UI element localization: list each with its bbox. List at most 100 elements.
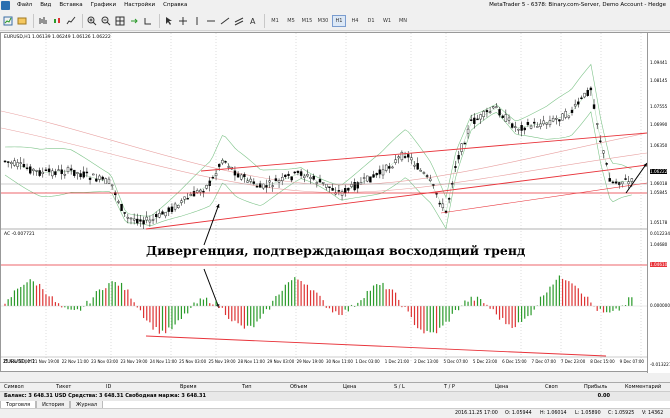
candle-body [6, 161, 10, 163]
chart-shift-icon[interactable] [142, 15, 154, 27]
timeframe-mn[interactable]: MN [398, 17, 408, 24]
menu-insert[interactable]: Вставка [59, 2, 83, 8]
candle-body [161, 211, 164, 215]
indicator-bar [127, 289, 129, 306]
candle-body [265, 185, 268, 188]
indicator-bar [388, 289, 390, 306]
menu-view[interactable]: Вид [40, 2, 52, 8]
candle-body [44, 169, 48, 171]
menu-file[interactable]: Файл [17, 2, 33, 8]
time-label: 21 Nov 19:00 [32, 359, 59, 364]
column-header[interactable]: Прибыль [584, 383, 608, 390]
chart-window[interactable]: 21 Nov 03:00 21 Nov 19:00 22 Nov 11:00 23 N… [0, 32, 670, 373]
candle-body [57, 169, 60, 171]
price-label: 1.06350 [650, 143, 668, 148]
timeframe-h4[interactable]: H4 [351, 17, 359, 24]
balance-row[interactable]: Баланс: 3 648.31 USD Средства: 3 648.31 … [0, 392, 670, 401]
column-header[interactable]: Цена [495, 383, 509, 390]
vertical-line-icon[interactable] [191, 15, 203, 27]
timeframe-w1[interactable]: W1 [382, 17, 392, 24]
indicator-axis-label: -0.013227 [650, 362, 670, 367]
candle-body [567, 115, 571, 118]
indicator-bar [571, 283, 573, 306]
indicator-bar [54, 302, 56, 306]
channel-icon[interactable] [233, 15, 245, 27]
indicator-bar [369, 290, 371, 306]
candle-body [388, 166, 391, 169]
line-chart-icon[interactable] [65, 15, 77, 27]
cursor-icon[interactable] [163, 15, 175, 27]
indicator-bar [284, 284, 286, 306]
candle-chart-icon[interactable] [51, 15, 63, 27]
column-header[interactable]: Тип [242, 383, 252, 390]
indicator-bar [618, 306, 620, 311]
indicator-bar [439, 306, 441, 328]
timeframe-d1[interactable]: D1 [367, 17, 375, 24]
indicator-bar [609, 306, 611, 313]
candle-body [583, 92, 586, 98]
column-header[interactable]: S / L [394, 383, 405, 390]
horizontal-line-icon[interactable] [205, 15, 217, 27]
indicator-bar [458, 306, 460, 311]
candle-body [447, 198, 451, 200]
indicator-bar [306, 284, 308, 306]
bar-chart-icon[interactable] [37, 15, 49, 27]
column-header[interactable]: Своп [545, 383, 558, 390]
column-header[interactable]: Комментарий [625, 383, 662, 390]
timeframe-m1[interactable]: M1 [271, 17, 279, 24]
timeframe-h1[interactable]: H1 [332, 14, 346, 27]
candle-body [353, 182, 356, 191]
crosshair-icon[interactable] [177, 15, 189, 27]
timeframe-m30[interactable]: M30 [317, 17, 329, 24]
timeframe-m5[interactable]: M5 [287, 17, 295, 24]
column-header[interactable]: T / P [444, 383, 455, 390]
chart-tab[interactable]: EURUSD, H1 [4, 359, 36, 365]
autoscroll-icon[interactable] [128, 15, 140, 27]
time-label: 7 Dec 07:00 [532, 359, 557, 364]
candle-body [129, 217, 133, 220]
toolbar-separator [82, 13, 83, 28]
timeframe-m15[interactable]: M15 [301, 17, 313, 24]
trendline-icon[interactable] [219, 15, 231, 27]
indicator-bar [224, 306, 227, 316]
candle-body [309, 177, 312, 179]
indicator-bar [309, 290, 312, 306]
indicator-bar [20, 286, 22, 306]
menu-settings[interactable]: Настройки [124, 2, 156, 8]
menu-charts[interactable]: Графики [90, 2, 117, 8]
zoom-in-icon[interactable] [86, 15, 98, 27]
candle-body [586, 90, 589, 96]
indicator-bar [568, 281, 570, 306]
divergence-arrow-up-head [216, 204, 220, 208]
candle-body [296, 170, 300, 173]
grid-icon[interactable] [114, 15, 126, 27]
candle-body [599, 140, 602, 143]
indicator-axis-label: 0.000000 [650, 303, 670, 308]
zoom-out-icon[interactable] [100, 15, 112, 27]
chart-canvas[interactable]: 21 Nov 03:00 21 Nov 19:00 22 Nov 11:00 23 N… [1, 33, 647, 373]
menu-help[interactable]: Справка [163, 2, 188, 8]
candle-body [199, 189, 202, 193]
profiles-icon[interactable] [16, 15, 28, 27]
candle-body [136, 218, 139, 224]
column-header[interactable]: ID [106, 383, 112, 390]
status-datetime: 2016.11.25 17:00 [455, 411, 498, 416]
indicator-bar [297, 279, 299, 306]
column-header[interactable]: Символ [4, 383, 24, 390]
indicator-bar [565, 280, 567, 306]
candle-body [240, 174, 243, 180]
text-tool-icon[interactable]: A [247, 15, 259, 27]
column-header[interactable]: Цена [343, 383, 357, 390]
column-header[interactable]: Время [180, 383, 197, 390]
candle-body [51, 170, 54, 177]
column-header[interactable]: Тикет [56, 383, 72, 390]
indicator-bar [250, 306, 252, 326]
candle-body [492, 106, 495, 109]
candle-body [548, 120, 552, 126]
candle-body [378, 169, 382, 175]
candle-body [510, 123, 514, 128]
column-header[interactable]: Объем [290, 383, 308, 390]
indicator-bar [413, 306, 416, 326]
candle-body [69, 168, 73, 171]
new-chart-icon[interactable] [2, 15, 14, 27]
